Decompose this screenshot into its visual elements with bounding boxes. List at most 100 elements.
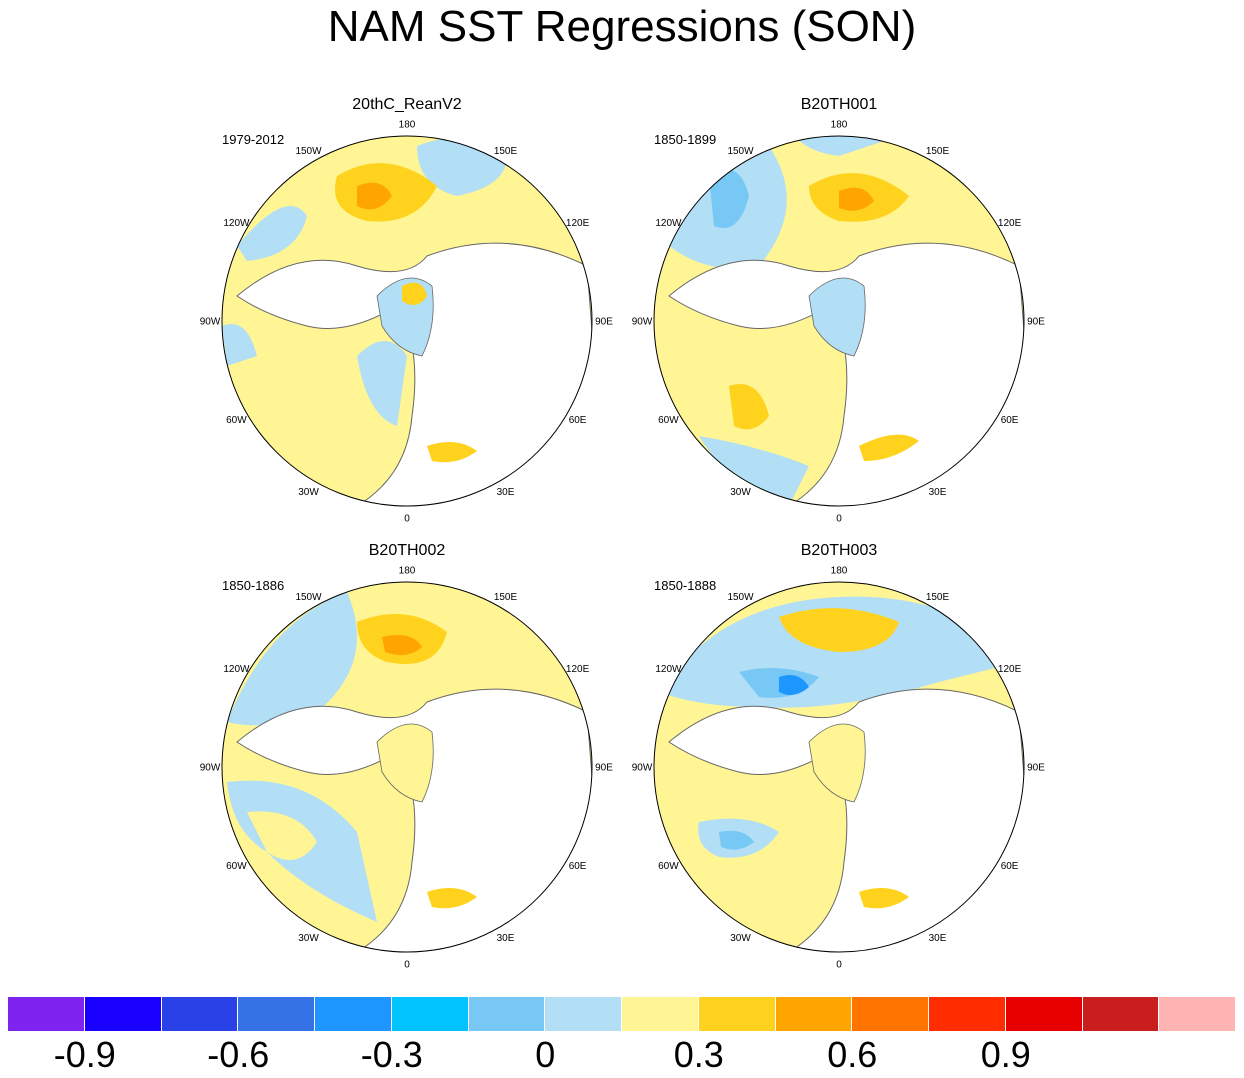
sst-blob <box>402 282 427 305</box>
meridian-label: 90W <box>200 763 221 774</box>
colorbar-tick-label: 0 <box>535 1034 556 1075</box>
meridian-label: 120W <box>223 664 250 675</box>
meridian-label: 150E <box>494 146 518 157</box>
sst-blob <box>779 608 899 652</box>
chart-title: NAM SST Regressions (SON) <box>327 2 917 51</box>
colorbar-tick-label: 0.6 <box>827 1034 878 1075</box>
sst-blob <box>357 341 407 426</box>
meridian-label: 0 <box>836 960 842 971</box>
meridian-label: 90E <box>1027 317 1045 328</box>
greenland <box>808 723 866 803</box>
period-label: 1979-2012 <box>222 132 285 147</box>
sst-blob <box>237 206 307 261</box>
meridian-label: 180 <box>831 120 848 131</box>
map-panel-3: B20TH002 1850-1886 180 150E 120E 90E 60E 30E 0… <box>200 542 614 971</box>
colorbar-swatch <box>391 997 469 1031</box>
panel-title: B20TH001 <box>800 96 878 113</box>
meridian-label: 120W <box>223 218 250 229</box>
meridian-label: 150E <box>926 146 950 157</box>
meridian-label: 90W <box>632 317 653 328</box>
colorbar-swatch <box>315 997 392 1031</box>
meridian-label: 60W <box>226 415 247 426</box>
map-panel-1: 20thC_ReanV2 1979-2012 180 150E 120E 90E 60E… <box>200 96 614 525</box>
meridian-label: 120E <box>998 664 1022 675</box>
sst-blob <box>789 136 899 156</box>
meridian-label: 0 <box>836 514 842 525</box>
meridian-label: 180 <box>399 566 416 577</box>
polar-map: 180 150E 120E 90E 60E 30E 0 30W 60W 90W 120W 150W <box>200 566 614 971</box>
panel-title: B20TH002 <box>368 542 446 559</box>
meridian-label: 30W <box>298 487 319 498</box>
colorbar-swatch <box>1159 997 1236 1031</box>
meridian-label: 60E <box>569 415 587 426</box>
map-panel-2: B20TH001 1850-1899 180 150E 120E 90E 60E 30E 0… <box>632 96 1046 525</box>
sst-blob <box>427 442 477 463</box>
meridian-label: 180 <box>831 566 848 577</box>
sst-blob <box>839 187 874 211</box>
period-label: 1850-1899 <box>654 132 717 147</box>
meridian-label: 120W <box>655 218 682 229</box>
sst-blob <box>719 830 754 850</box>
colorbar-tick-labels: -0.9 -0.6 -0.3 0 0.3 0.6 0.9 <box>8 1034 1236 1078</box>
period-label: 1850-1888 <box>654 578 717 593</box>
colorbar-swatch <box>238 997 315 1031</box>
sst-blob <box>859 888 909 909</box>
colorbar-swatch <box>1005 997 1083 1031</box>
greenland <box>808 277 866 357</box>
polar-map: 180 150E 120E 90E 60E 30E 0 30W 60W 90W 120W 150W <box>632 566 1046 971</box>
meridian-label: 120E <box>566 664 590 675</box>
sst-blob <box>357 182 392 210</box>
meridian-label: 120W <box>655 664 682 675</box>
sst-blob <box>427 888 477 909</box>
meridian-label: 90E <box>595 763 613 774</box>
sst-blob <box>779 674 809 696</box>
colorbar-swatch <box>161 997 239 1031</box>
meridian-label: 150W <box>727 592 754 603</box>
colorbar-tick-label: -0.6 <box>207 1034 270 1075</box>
greenland <box>376 723 434 803</box>
meridian-label: 90W <box>200 317 221 328</box>
sst-blob <box>222 324 257 366</box>
meridian-label: 60E <box>1001 415 1019 426</box>
colorbar-tick-label: -0.9 <box>53 1034 116 1075</box>
colorbar-swatch <box>622 997 699 1031</box>
meridian-label: 60W <box>658 861 679 872</box>
meridian-label: 0 <box>404 960 410 971</box>
polar-map: 180 150E 120E 90E 60E 30E 0 30W 60W 90W 120W 150W <box>632 120 1046 525</box>
colorbar <box>8 997 1236 1031</box>
meridian-label: 30E <box>497 933 515 944</box>
meridian-label: 60E <box>569 861 587 872</box>
colorbar-swatch <box>468 997 546 1031</box>
sst-blob <box>699 436 809 506</box>
sst-blob <box>709 169 749 228</box>
sst-blob <box>729 384 769 430</box>
period-label: 1850-1886 <box>222 578 285 593</box>
colorbar-tick-label: -0.3 <box>360 1034 423 1075</box>
panel-title: 20thC_ReanV2 <box>352 96 462 113</box>
meridian-label: 150W <box>295 146 322 157</box>
map-panel-4: B20TH003 1850-1888 180 150E 120E 90E 60E 30E 0… <box>632 542 1046 971</box>
colorbar-swatch <box>84 997 162 1031</box>
colorbar-swatch <box>8 997 85 1031</box>
meridian-label: 150W <box>727 146 754 157</box>
colorbar-tick-label: 0.3 <box>673 1034 724 1075</box>
colorbar-swatch <box>545 997 622 1031</box>
meridian-label: 150E <box>926 592 950 603</box>
meridian-label: 0 <box>404 514 410 525</box>
meridian-label: 120E <box>998 218 1022 229</box>
meridian-label: 90E <box>595 317 613 328</box>
colorbar-swatch <box>1082 997 1160 1031</box>
polar-map: 180 150E 120E 90E 60E 30E 0 30W 60W 90W 120W 150W <box>200 120 614 525</box>
meridian-label: 30E <box>929 933 947 944</box>
colorbar-tick-label: 0.9 <box>980 1034 1031 1075</box>
sst-blob <box>859 434 919 461</box>
meridian-label: 150W <box>295 592 322 603</box>
sst-blob <box>247 811 317 860</box>
meridian-label: 30E <box>497 487 515 498</box>
meridian-label: 60W <box>226 861 247 872</box>
meridian-label: 30W <box>298 933 319 944</box>
meridian-label: 180 <box>399 120 416 131</box>
colorbar-swatch <box>929 997 1006 1031</box>
meridian-label: 60E <box>1001 861 1019 872</box>
colorbar-swatch <box>775 997 853 1031</box>
